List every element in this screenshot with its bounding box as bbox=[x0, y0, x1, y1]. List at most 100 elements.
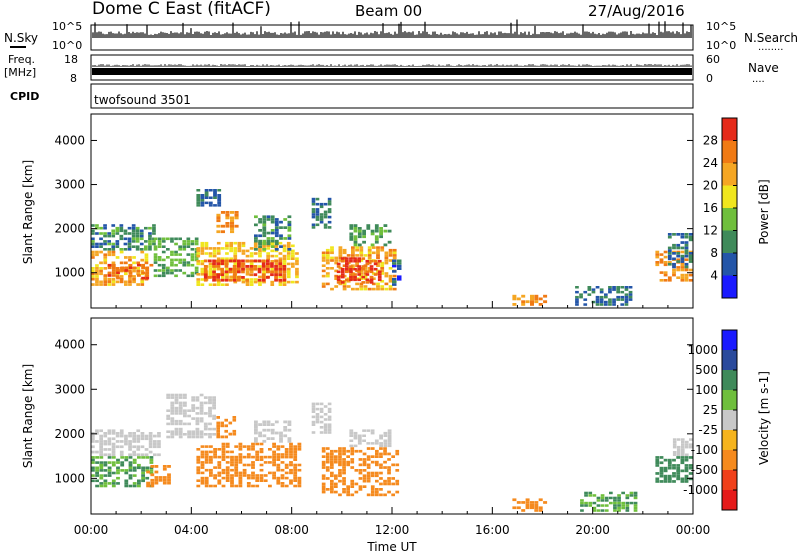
data-cell bbox=[249, 254, 254, 258]
data-cell bbox=[225, 474, 230, 477]
data-cell bbox=[208, 254, 213, 258]
data-cell bbox=[261, 259, 266, 263]
data-cell bbox=[282, 273, 287, 277]
data-cell bbox=[148, 245, 152, 248]
data-cell bbox=[336, 265, 341, 268]
data-cell bbox=[208, 267, 213, 271]
data-cell bbox=[187, 435, 191, 439]
data-cell bbox=[362, 485, 367, 488]
data-cell bbox=[220, 278, 225, 282]
data-cell bbox=[327, 197, 332, 201]
velocity-colorbar-swatch bbox=[722, 330, 737, 350]
data-cell bbox=[238, 448, 243, 451]
data-cell bbox=[103, 277, 108, 281]
data-cell bbox=[153, 442, 157, 446]
data-cell bbox=[262, 280, 266, 284]
data-cell bbox=[321, 482, 326, 486]
data-cell bbox=[208, 252, 213, 255]
data-cell bbox=[353, 224, 358, 227]
data-cell bbox=[355, 259, 359, 262]
data-cell bbox=[357, 273, 361, 276]
data-cell bbox=[617, 499, 621, 502]
data-cell bbox=[688, 273, 693, 277]
data-cell bbox=[345, 265, 349, 268]
data-cell bbox=[379, 227, 383, 230]
data-cell bbox=[107, 232, 111, 235]
data-cell bbox=[167, 478, 171, 482]
data-cell bbox=[99, 242, 103, 246]
data-cell bbox=[633, 506, 638, 510]
data-cell bbox=[204, 189, 209, 192]
data-cell bbox=[124, 471, 129, 475]
data-cell bbox=[350, 485, 355, 488]
y-tick-label: 4000 bbox=[54, 338, 85, 352]
data-cell bbox=[263, 455, 268, 459]
data-cell bbox=[363, 287, 368, 291]
data-cell bbox=[230, 222, 235, 225]
data-cell bbox=[124, 266, 129, 270]
data-cell bbox=[128, 263, 133, 267]
data-cell bbox=[124, 283, 128, 286]
data-cell bbox=[200, 273, 205, 276]
data-cell bbox=[604, 509, 609, 512]
data-cell bbox=[284, 448, 289, 451]
data-cell bbox=[379, 455, 383, 458]
data-cell bbox=[144, 226, 148, 230]
data-cell bbox=[672, 451, 677, 454]
data-cell bbox=[213, 194, 217, 197]
y-tick-label: 1000 bbox=[54, 266, 85, 280]
data-cell bbox=[257, 267, 262, 271]
data-cell bbox=[676, 466, 681, 470]
data-cell bbox=[311, 402, 316, 406]
data-cell bbox=[196, 260, 201, 263]
data-cell bbox=[208, 201, 213, 205]
data-cell bbox=[241, 265, 245, 268]
data-cell bbox=[667, 235, 672, 239]
data-cell bbox=[170, 409, 175, 412]
data-cell bbox=[124, 479, 129, 483]
data-cell bbox=[270, 267, 275, 271]
data-cell bbox=[295, 262, 299, 266]
data-cell bbox=[392, 251, 397, 255]
data-cell bbox=[270, 423, 275, 426]
data-cell bbox=[166, 256, 170, 259]
data-cell bbox=[255, 455, 260, 459]
x-tick-label: 20:00 bbox=[575, 523, 610, 537]
data-cell bbox=[357, 437, 362, 440]
data-cell bbox=[270, 231, 275, 235]
velocity-colorbar-tick-label: -25 bbox=[698, 423, 718, 437]
data-cell bbox=[196, 262, 201, 266]
y-tick-label: 2000 bbox=[54, 222, 85, 236]
data-cell bbox=[395, 490, 400, 494]
data-cell bbox=[170, 412, 175, 415]
data-cell bbox=[311, 223, 316, 227]
data-cell bbox=[350, 460, 355, 464]
data-cell bbox=[327, 200, 332, 203]
data-cell bbox=[334, 455, 338, 458]
data-cell bbox=[336, 275, 341, 279]
data-cell bbox=[272, 445, 276, 448]
data-cell bbox=[186, 240, 191, 243]
data-cell bbox=[672, 268, 676, 272]
data-cell bbox=[196, 189, 201, 192]
data-cell bbox=[145, 269, 150, 272]
data-cell bbox=[280, 482, 285, 485]
data-cell bbox=[203, 259, 208, 263]
data-cell bbox=[128, 445, 132, 449]
data-cell bbox=[107, 429, 112, 433]
data-cell bbox=[276, 453, 281, 456]
data-cell bbox=[161, 271, 166, 275]
data-cell bbox=[684, 279, 689, 282]
data-cell bbox=[685, 440, 689, 444]
data-cell bbox=[659, 466, 664, 470]
data-cell bbox=[274, 249, 279, 253]
data-cell bbox=[258, 247, 262, 250]
data-cell bbox=[334, 460, 338, 464]
data-cell bbox=[120, 469, 125, 472]
data-cell bbox=[200, 445, 205, 448]
data-cell bbox=[321, 256, 326, 260]
data-cell bbox=[178, 412, 183, 415]
data-cell bbox=[141, 474, 145, 477]
data-cell bbox=[676, 254, 681, 258]
data-cell bbox=[270, 245, 275, 248]
